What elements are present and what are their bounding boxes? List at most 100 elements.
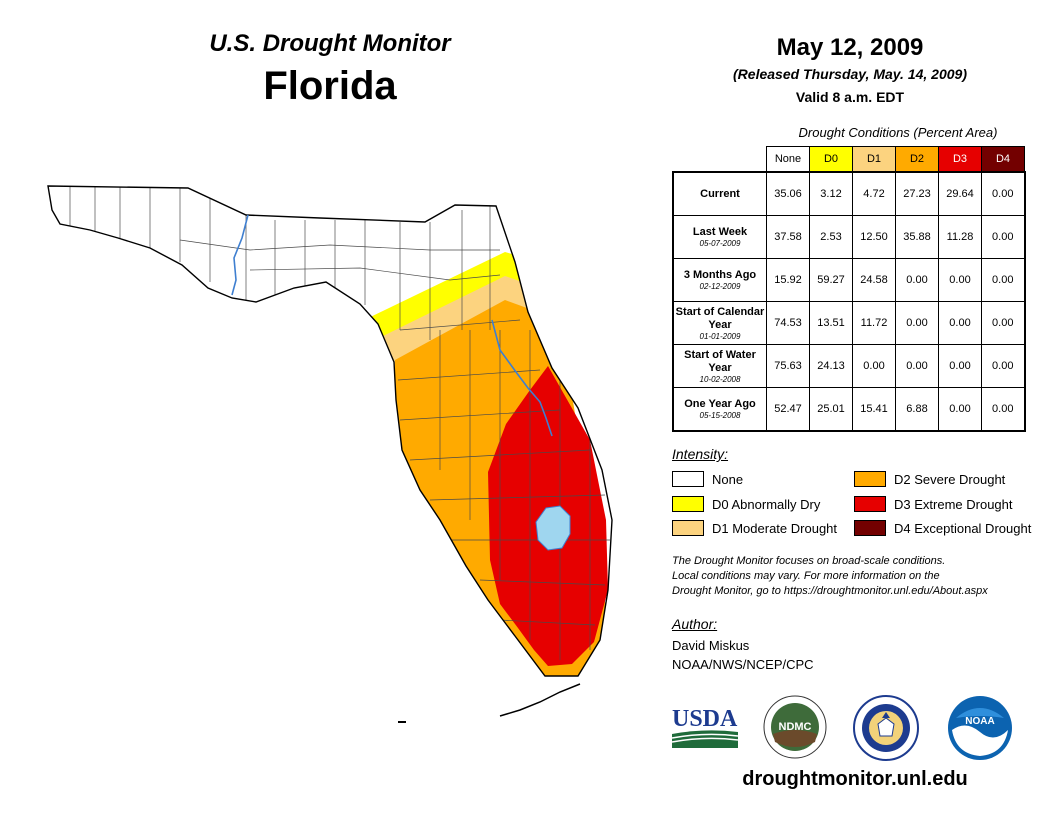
ndmc-logo: NDMC bbox=[763, 695, 827, 759]
county-lines bbox=[69, 186, 610, 660]
cell-d0: 3.12 bbox=[809, 171, 853, 216]
legend-item-d2: D2 Severe Drought bbox=[854, 471, 1005, 487]
col-d3: D3 bbox=[938, 146, 982, 173]
disclaimer-note: The Drought Monitor focuses on broad-sca… bbox=[672, 554, 1042, 599]
table-row: Last Week 05-07-2009 37.58 2.53 12.50 35.88 11… bbox=[672, 215, 1026, 259]
legend-label-d0: D0 Abnormally Dry bbox=[712, 496, 821, 512]
row-label: Current bbox=[700, 187, 740, 200]
cell-d3: 0.00 bbox=[938, 301, 982, 345]
legend-label-d4: D4 Exceptional Drought bbox=[894, 520, 1032, 536]
cell-d0: 13.51 bbox=[809, 301, 853, 345]
author-organization: NOAA/NWS/NCEP/CPC bbox=[672, 657, 814, 672]
cell-d2: 0.00 bbox=[895, 258, 939, 302]
cell-d3: 0.00 bbox=[938, 258, 982, 302]
cell-d1: 4.72 bbox=[852, 171, 896, 216]
cell-d2: 0.00 bbox=[895, 344, 939, 388]
legend-item-none: None bbox=[672, 471, 743, 487]
usda-logo: USDA bbox=[671, 706, 739, 748]
row-label: Last Week bbox=[692, 226, 748, 238]
author-name: David Miskus bbox=[672, 638, 750, 653]
noaa-logo: NOAA bbox=[948, 696, 1012, 760]
cell-d4: 0.00 bbox=[981, 215, 1026, 259]
col-none: None bbox=[766, 146, 810, 173]
row-label: 3 Months Ago bbox=[683, 269, 757, 281]
legend-swatch-d3 bbox=[854, 496, 886, 512]
legend-swatch-d1 bbox=[672, 520, 704, 536]
note-line-2: Local conditions may vary. For more info… bbox=[672, 570, 940, 582]
col-d0: D0 bbox=[809, 146, 853, 173]
note-line-1: The Drought Monitor focuses on broad-sca… bbox=[672, 555, 946, 567]
cell-d3: 0.00 bbox=[938, 344, 982, 388]
row-date: 05-07-2009 bbox=[699, 239, 741, 248]
cell-d4: 0.00 bbox=[981, 387, 1026, 432]
cell-none: 15.92 bbox=[766, 258, 810, 302]
cell-d0: 59.27 bbox=[809, 258, 853, 302]
table-row: One Year Ago 05-15-2008 52.47 25.01 15.41 6.8… bbox=[672, 387, 1026, 432]
noaa-logo-text: NOAA bbox=[965, 716, 994, 727]
legend-item-d1: D1 Moderate Drought bbox=[672, 520, 837, 536]
legend-label-d1: D1 Moderate Drought bbox=[712, 520, 838, 536]
cell-d4: 0.00 bbox=[981, 301, 1026, 345]
cell-d1: 11.72 bbox=[852, 301, 896, 345]
col-d1: D1 bbox=[852, 146, 896, 173]
table-corner bbox=[673, 147, 767, 173]
cell-d2: 35.88 bbox=[895, 215, 939, 259]
row-header: Start of Calendar Year 01-01-2009 bbox=[672, 301, 767, 345]
cell-d0: 24.13 bbox=[809, 344, 853, 388]
legend-item-d4: D4 Exceptional Drought bbox=[854, 520, 1031, 536]
cell-d3: 0.00 bbox=[938, 387, 982, 432]
legend-label-d3: D3 Extreme Drought bbox=[894, 496, 1013, 512]
table-row: Current 35.06 3.12 4.72 27.23 29.64 0.00 bbox=[672, 171, 1026, 216]
row-label: Start of Water Year bbox=[684, 348, 756, 374]
cell-d2: 0.00 bbox=[895, 301, 939, 345]
row-date: 05-15-2008 bbox=[699, 411, 741, 420]
map-date: May 12, 2009 bbox=[776, 34, 924, 61]
legend-swatch-d0 bbox=[672, 496, 704, 512]
row-label: Start of Calendar Year bbox=[675, 305, 765, 331]
cell-d3: 29.64 bbox=[938, 171, 982, 216]
legend-label-d2: D2 Severe Drought bbox=[894, 471, 1006, 487]
state-outline bbox=[47, 185, 613, 677]
row-header: One Year Ago 05-15-2008 bbox=[672, 387, 767, 432]
commerce-seal-logo bbox=[853, 695, 919, 761]
cell-none: 74.53 bbox=[766, 301, 810, 345]
apalachicola-river bbox=[231, 214, 249, 296]
row-date: 10-02-2008 bbox=[699, 374, 741, 384]
col-d4: D4 bbox=[981, 146, 1025, 173]
row-date: 01-01-2009 bbox=[699, 331, 741, 341]
cell-d1: 12.50 bbox=[852, 215, 896, 259]
legend-swatch-d2 bbox=[854, 471, 886, 487]
col-d2: D2 bbox=[895, 146, 939, 173]
table-row: Start of Water Year 10-02-2008 75.63 24.13 0… bbox=[672, 344, 1026, 388]
cell-d2: 27.23 bbox=[895, 171, 939, 216]
legend-title: Intensity: bbox=[672, 446, 729, 462]
website-url[interactable]: droughtmonitor.unl.edu bbox=[742, 768, 968, 790]
lake-okeechobee bbox=[535, 505, 571, 551]
row-date: 02-12-2009 bbox=[699, 282, 741, 291]
map-subtitle: U.S. Drought Monitor bbox=[209, 30, 451, 57]
table-caption: Drought Conditions (Percent Area) bbox=[798, 125, 998, 140]
cell-d0: 2.53 bbox=[809, 215, 853, 259]
row-label: One Year Ago bbox=[684, 398, 756, 410]
table-row: 3 Months Ago 02-12-2009 15.92 59.27 24.58 0.0… bbox=[672, 258, 1026, 302]
cell-none: 52.47 bbox=[766, 387, 810, 432]
st-johns-river bbox=[491, 319, 553, 437]
table-row: Start of Calendar Year 01-01-2009 74.53 13.… bbox=[672, 301, 1026, 345]
cell-none: 37.58 bbox=[766, 215, 810, 259]
note-line-3: Drought Monitor, go to https://droughtmo… bbox=[672, 585, 988, 597]
cell-d4: 0.00 bbox=[981, 258, 1026, 302]
usda-logo-text: USDA bbox=[672, 706, 738, 732]
ndmc-logo-text: NDMC bbox=[779, 721, 812, 733]
author-heading: Author: bbox=[672, 616, 718, 632]
cell-d1: 15.41 bbox=[852, 387, 896, 432]
legend-label-none: None bbox=[712, 471, 744, 487]
release-date: (Released Thursday, May. 14, 2009) bbox=[733, 66, 967, 82]
cell-d2: 6.88 bbox=[895, 387, 939, 432]
map-title: Florida bbox=[263, 64, 397, 108]
legend-item-d0: D0 Abnormally Dry bbox=[672, 496, 820, 512]
row-header: Start of Water Year 10-02-2008 bbox=[672, 344, 767, 388]
cell-d0: 25.01 bbox=[809, 387, 853, 432]
cell-d4: 0.00 bbox=[981, 171, 1026, 216]
row-header: Last Week 05-07-2009 bbox=[672, 215, 767, 259]
drought-conditions-table: None D0 D1 D2 D3 D4 Current 35.06 3.12 4.72… bbox=[672, 146, 1026, 432]
